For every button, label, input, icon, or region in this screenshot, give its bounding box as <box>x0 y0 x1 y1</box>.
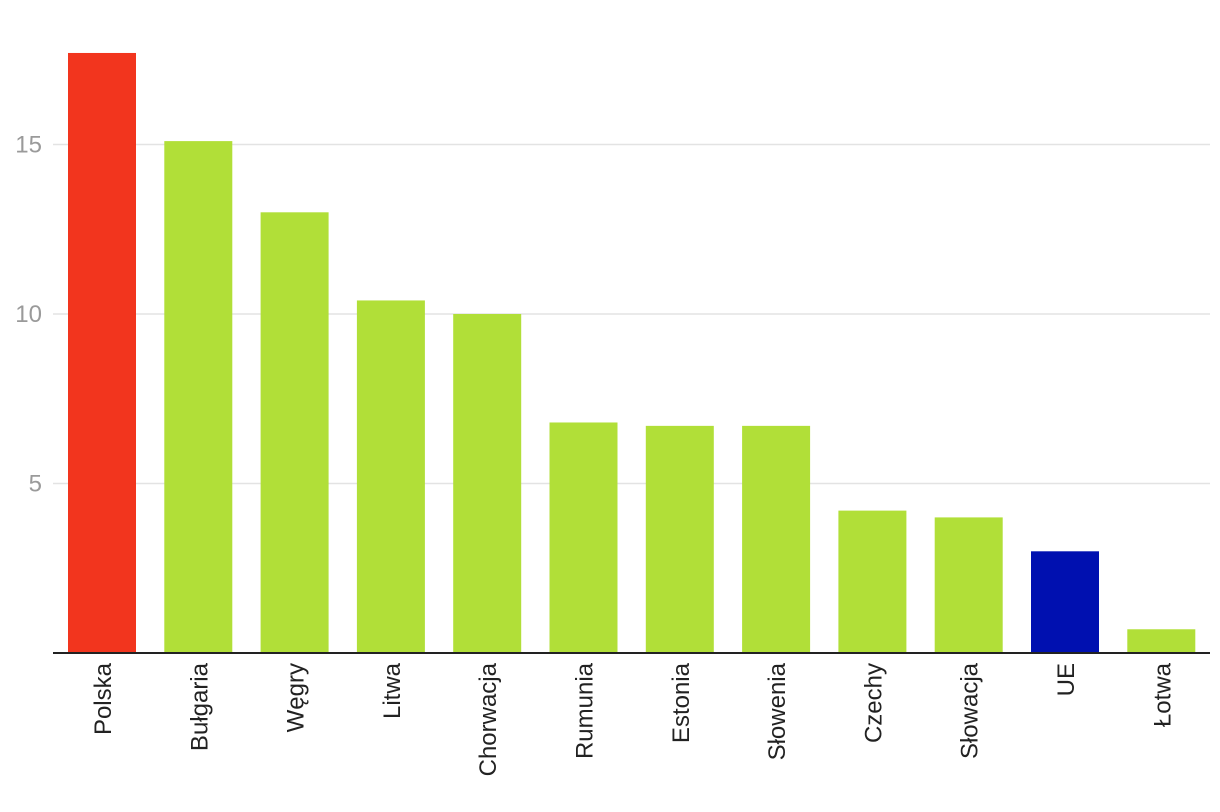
x-tick-label: Litwa <box>379 662 406 719</box>
x-tick-label: Polska <box>90 662 117 735</box>
x-axis-ticks: Polska Bułgaria Węgry Litwa Chorwacja Rumunia… <box>90 662 1176 776</box>
bar-estonia <box>645 425 714 653</box>
x-tick-label: Słowacja <box>957 662 984 759</box>
x-tick-label: Łotwa <box>1149 662 1176 727</box>
y-tick-label: 10 <box>15 301 42 328</box>
y-tick-label: 15 <box>15 132 42 159</box>
bar-ue <box>1031 551 1099 653</box>
bar-litwa <box>356 300 425 653</box>
y-tick-label: 5 <box>29 471 42 498</box>
bar-chorwacja <box>453 314 522 653</box>
bar-rumunia <box>549 422 618 653</box>
x-tick-label: Węgry <box>283 663 310 732</box>
x-tick-label: Czechy <box>860 663 887 743</box>
bars <box>68 52 1196 654</box>
bar-czechy <box>838 510 907 653</box>
x-tick-label: Słowenia <box>764 662 791 760</box>
bar-łotwa <box>1127 629 1196 653</box>
bar-polska <box>68 52 136 654</box>
x-tick-label: Chorwacja <box>475 662 502 776</box>
x-tick-label: UE <box>1053 663 1080 696</box>
x-tick-label: Estonia <box>668 662 695 743</box>
bar-słowenia <box>742 425 811 653</box>
x-tick-label: Bułgaria <box>186 662 213 751</box>
bar-węgry <box>260 212 329 654</box>
x-tick-label: Rumunia <box>572 662 599 759</box>
y-axis-ticks: 5 10 15 <box>15 132 42 498</box>
gridlines <box>53 143 1210 485</box>
bar-bułgaria <box>164 141 233 654</box>
bar-słowacja <box>934 517 1003 653</box>
